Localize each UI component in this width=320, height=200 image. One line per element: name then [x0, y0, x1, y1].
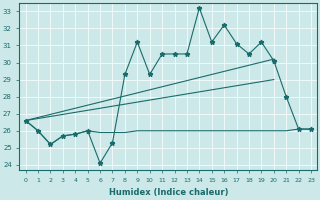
X-axis label: Humidex (Indice chaleur): Humidex (Indice chaleur)	[108, 188, 228, 197]
